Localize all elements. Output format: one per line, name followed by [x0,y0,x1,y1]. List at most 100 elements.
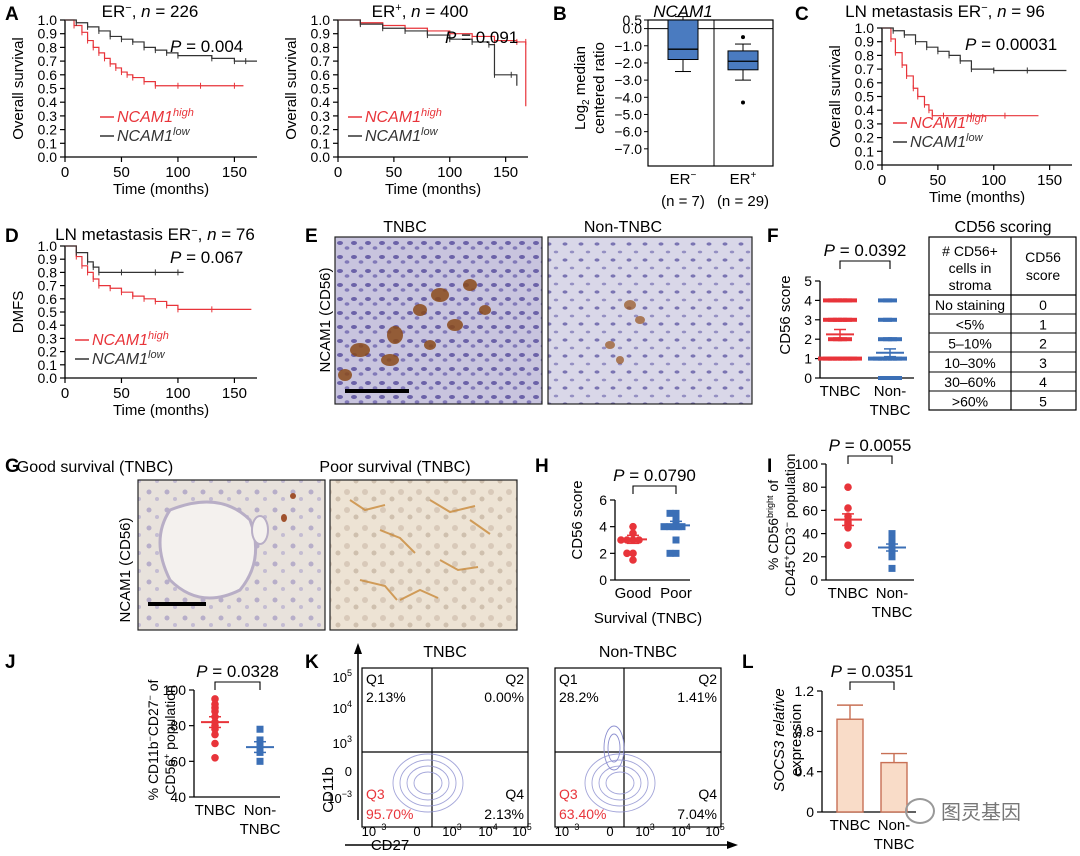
watermark-text: 图灵基因 [941,800,1021,824]
data-point [888,553,896,561]
y-tick-label: −7.0 [614,141,642,157]
data-point [256,757,264,765]
y-axis-label: Overall survival [10,37,27,140]
table-cell: 0 [1039,297,1047,313]
group-label: Non- [876,585,909,602]
y-tick-label: 1.0 [38,238,58,254]
group-n-label: (n = 7) [661,193,705,210]
data-point [888,564,896,572]
table-cell: >60% [952,394,988,410]
y-axis-label: Overall survival [283,37,300,140]
y-tick-label: 6 [599,492,607,508]
x-tick-label: 0 [61,164,69,181]
y-axis-label: SOCS3 relative [771,688,788,791]
quadrant-value: 95.70% [366,806,413,822]
contour-line [392,753,464,813]
x-axis-label: Time (months) [385,181,481,198]
y-axis-label-line2: CD45+CD3− population [782,454,798,597]
y-tick-label: 0.5 [38,304,58,320]
y-tick-label: 0.4 [311,94,331,110]
quadrant-value: 28.2% [559,689,599,705]
y-tick-label: 0 [810,572,818,588]
data-point [256,736,264,744]
contour-line [584,753,656,813]
y-tick-label: 0.9 [311,26,331,42]
y-axis-label: % CD56bright of [765,480,781,570]
group-label: Poor [660,585,692,602]
quadrant-value: 2.13% [484,806,524,822]
y-tick-label: 0.7 [855,61,875,77]
data-point [678,523,686,531]
y-tick-label: 40 [170,789,186,805]
chart-title: ER+, n = 400 [372,2,469,21]
category-label: TNBC [830,817,871,834]
y-tick-label: 0.5 [311,81,331,97]
data-point [843,298,857,303]
table-cell: No staining [935,297,1005,313]
x-tick-label: 103 [635,822,654,839]
chart-k-flow: K CD11b CD27 [305,643,738,854]
image-title: Poor survival (TNBC) [319,459,470,476]
data-point [672,516,680,524]
panel-label-h: H [535,456,549,477]
dotplot-H: 0 2 4 6 Good Poor P = 0.0790 [599,466,696,602]
panel-g-micrographs: G Good survival (TNBC) Poor survival (TN… [5,456,518,631]
dotplot-J: 40 60 80 100 TNBC Non- TNBC P = 0.0328 [163,662,281,838]
y-tick-label: 0.8 [855,47,875,63]
x-tick-label: 100 [981,172,1006,189]
data-point [823,298,837,303]
panel-label-a: A [5,4,19,25]
data-point [666,549,674,557]
x-tick-label: 0 [878,172,886,189]
y-tick-label: −3.0 [614,72,642,88]
y-tick-label: 20 [802,549,818,565]
box [727,50,759,71]
data-point [878,337,892,342]
image-ylabel: NCAM1 (CD56) [317,267,334,372]
micrograph-non-tnbc [547,236,753,405]
dotplot-F: 0 1 2 3 4 5 TNBC Non- TNBC P = 0.0392 [804,241,914,419]
y-tick-label: 2 [599,545,607,561]
outlier-point [741,100,745,105]
table-cell: <5% [956,316,984,332]
y-tick-label: 0.3 [311,108,331,124]
y-tick-label: 40 [802,526,818,542]
micrograph-tnbc [334,236,543,405]
chart-d: D LN metastasis ER−, n = 76 [5,225,255,247]
y-tick-label: 1.0 [311,12,331,28]
data-point [672,549,680,557]
y-tick-label: 0 [345,764,352,779]
y-axis-label: Log2 median [572,46,592,130]
micrograph-poor-survival [329,479,518,631]
legend-entry: NCAM1high [365,107,442,126]
data-point [844,483,852,492]
chart-i: I % CD56bright of CD45+CD3− population [765,454,798,597]
y-tick-label: 105 [333,668,352,685]
y-tick-label: 5 [804,273,812,289]
bar [880,761,908,813]
data-point [843,317,857,322]
quadrant-label: Q4 [505,786,524,802]
y-tick-label: 0 [804,370,812,386]
category-label: Non- [878,817,911,834]
data-point [823,317,837,322]
group-label: Non- [244,802,277,819]
data-point [672,536,680,544]
y-tick-label: 0.3 [38,330,58,346]
y-tick-label: 104 [333,699,352,716]
flow-plots-k: TNBC Q1 2.13% Q2 0.00% Q3 95.70% Q4 2.13% 10−3 0 10… [327,644,724,839]
y-tick-label: 0.5 [855,89,875,105]
data-point [660,523,668,531]
group-label: TNBC [195,802,236,819]
data-point [211,730,219,739]
x-tick-label: 100 [165,385,190,402]
y-tick-label: −2.0 [614,55,642,71]
chart-c: C LN metastasis ER−, n = 96 [795,2,1045,25]
y-tick-label: −4.0 [614,89,642,105]
y-tick-label: 0.0 [38,149,58,165]
x-tick-label: 103 [442,822,461,839]
y-tick-label: −6.0 [614,124,642,140]
quadrant-value: 63.40% [559,806,606,822]
chart-j: J % CD11b−CD27− of CD56+ population [5,652,178,800]
y-tick-label: 0.0 [38,370,58,386]
